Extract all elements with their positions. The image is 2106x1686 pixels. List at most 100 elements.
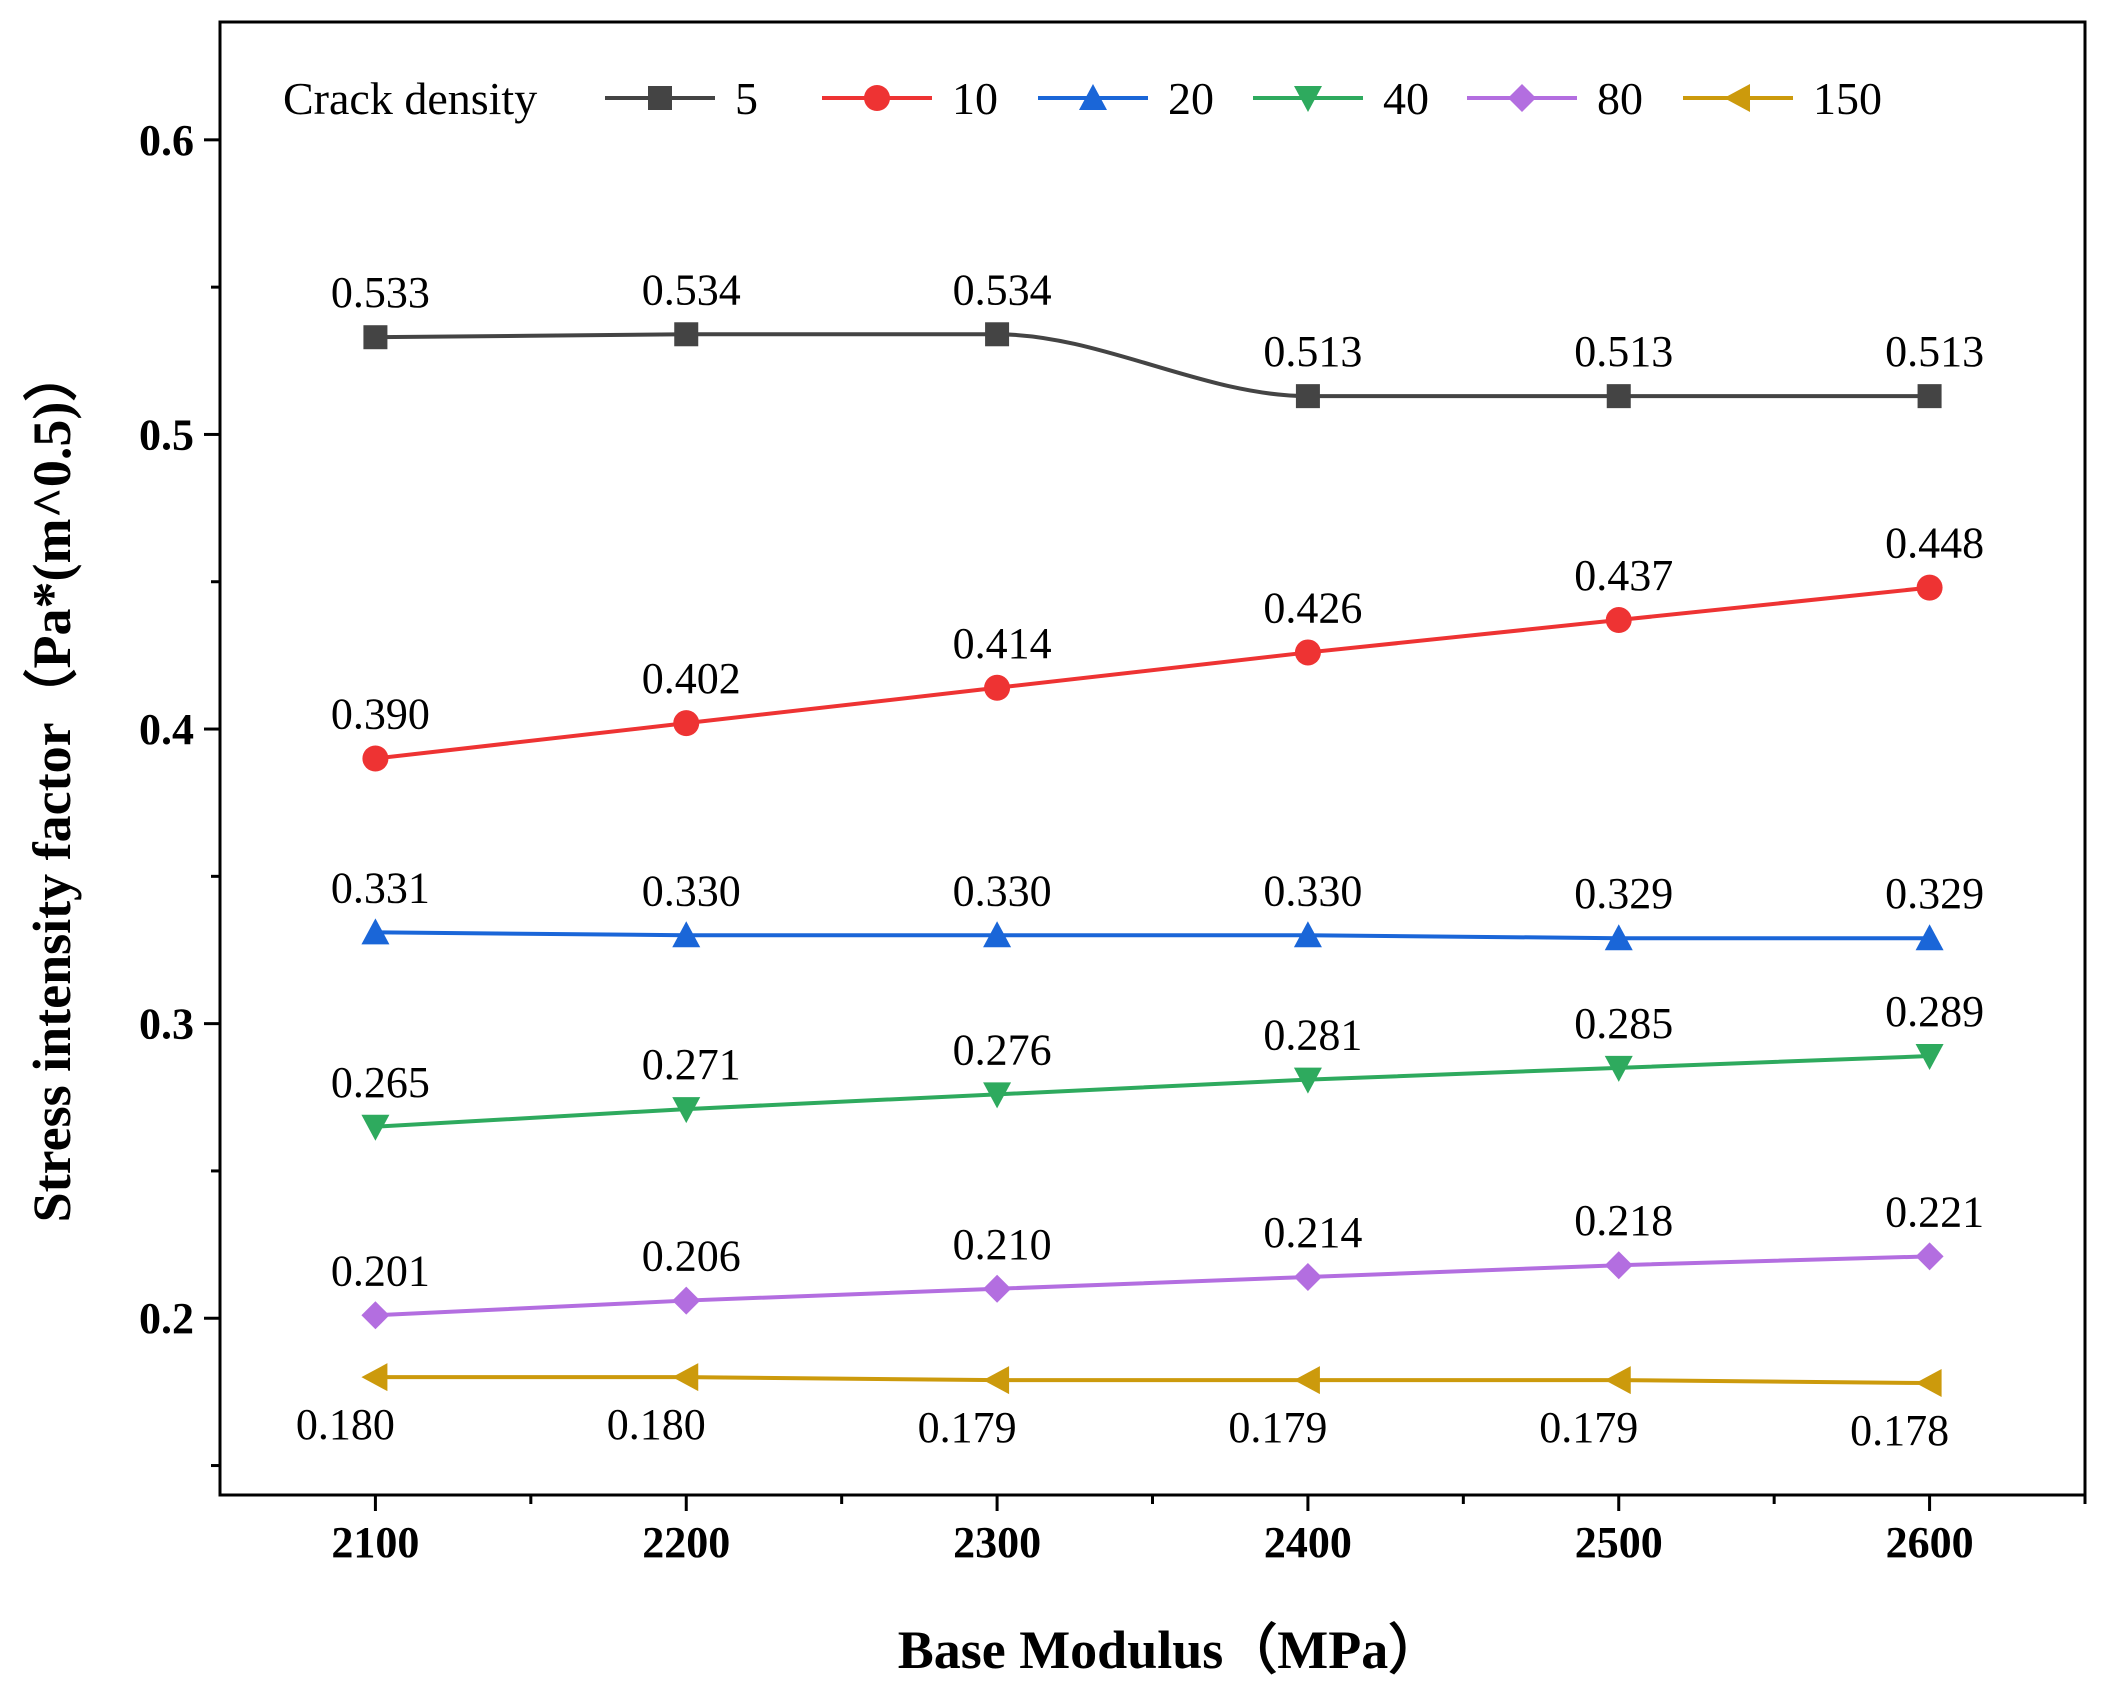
data-point [1604, 1251, 1633, 1280]
data-point [361, 1114, 390, 1141]
data-label: 0.180 [296, 1400, 395, 1449]
data-point [1604, 924, 1633, 951]
legend-marker [1724, 84, 1750, 112]
data-point [985, 322, 1010, 347]
data-point [1293, 1366, 1320, 1395]
data-label: 0.402 [642, 654, 741, 703]
data-label: 0.331 [331, 863, 430, 912]
data-label: 0.534 [642, 265, 741, 314]
data-label: 0.513 [1574, 327, 1673, 376]
data-point [674, 322, 699, 347]
legend-entry-80: 80 [1467, 73, 1643, 124]
legend-marker [1294, 86, 1322, 112]
plot-border [218, 20, 2087, 1497]
y-tick-label: 0.6 [139, 116, 194, 165]
legend-label: 5 [735, 73, 758, 124]
data-point [361, 918, 390, 945]
series-10: 0.390 0.402 0.414 0.426 0.437 0.448 [331, 519, 1984, 772]
data-label: 0.179 [1539, 1403, 1638, 1452]
data-point [1293, 1262, 1322, 1291]
y-tick-label: 0.3 [139, 1000, 194, 1049]
legend-marker [1508, 84, 1536, 112]
data-label: 0.329 [1574, 869, 1673, 918]
data-label: 0.414 [953, 619, 1052, 668]
data-label: 0.179 [918, 1403, 1017, 1452]
y-tick-label: 0.4 [139, 705, 194, 754]
x-tick-label: 2100 [331, 1518, 419, 1567]
legend-entry-20: 20 [1038, 73, 1214, 124]
data-point [362, 745, 389, 772]
series-line [375, 1254, 1930, 1318]
legend-entry-5: 5 [605, 73, 758, 124]
data-point [1295, 384, 1320, 409]
series-40: 0.265 0.271 0.276 0.281 0.285 0.289 [331, 987, 1984, 1141]
plot-frame [218, 20, 2087, 1497]
data-label: 0.533 [331, 268, 430, 317]
series-line [375, 1054, 1930, 1129]
data-label: 0.289 [1885, 987, 1984, 1036]
y-tick-label: 0.5 [139, 410, 194, 459]
data-label: 0.426 [1263, 583, 1362, 632]
series-20: 0.331 0.330 0.330 0.330 0.329 0.329 [331, 863, 1984, 951]
data-label: 0.285 [1574, 999, 1673, 1048]
data-label: 0.513 [1885, 327, 1984, 376]
x-tick-label: 2300 [953, 1518, 1041, 1567]
series-5: 0.533 0.534 0.534 0.513 0.513 0.513 [331, 265, 1984, 409]
data-point [983, 1366, 1010, 1395]
legend-label: 40 [1383, 73, 1429, 124]
series-layer: 0.533 0.534 0.534 0.513 0.513 0.513 0.390 0.402… [296, 265, 1984, 1455]
data-point [672, 1286, 701, 1315]
data-label: 0.218 [1574, 1196, 1673, 1245]
legend-marker [648, 86, 672, 110]
data-label: 0.201 [331, 1246, 430, 1295]
series-line [375, 930, 1930, 941]
data-point [672, 921, 701, 948]
data-point [1293, 1067, 1322, 1094]
data-point [672, 1363, 699, 1392]
data-point [363, 325, 388, 350]
data-point [1915, 1044, 1944, 1071]
legend-label: 80 [1597, 73, 1643, 124]
data-point [1294, 639, 1321, 666]
data-label: 0.221 [1885, 1187, 1984, 1236]
data-label: 0.179 [1228, 1403, 1327, 1452]
series-line [375, 585, 1930, 761]
data-point [983, 921, 1012, 948]
data-point [1605, 607, 1632, 634]
series-line [375, 332, 1930, 399]
data-point [673, 710, 700, 737]
legend-entry-40: 40 [1253, 73, 1429, 124]
legend-label: 150 [1813, 73, 1882, 124]
data-label: 0.281 [1263, 1011, 1362, 1060]
data-label: 0.330 [953, 866, 1052, 915]
x-axis-title: Base Modulus（MPa） [898, 1620, 1443, 1680]
x-tick-label: 2600 [1886, 1518, 1974, 1567]
legend-label: 10 [952, 73, 998, 124]
x-axis: 2100 2200 2300 2400 2500 2600 [331, 1495, 2087, 1567]
x-tick-label: 2400 [1264, 1518, 1352, 1567]
data-point [1604, 1055, 1633, 1082]
series-80: 0.201 0.206 0.210 0.214 0.218 0.221 [331, 1187, 1984, 1330]
data-label: 0.330 [642, 866, 741, 915]
data-label: 0.437 [1574, 551, 1673, 600]
data-point [1293, 921, 1322, 948]
data-label: 0.330 [1263, 866, 1362, 915]
data-point [983, 1082, 1012, 1109]
data-point [361, 1363, 388, 1392]
y-axis: 0.2 0.3 0.4 0.5 0.6 [139, 116, 220, 1468]
data-label: 0.271 [642, 1040, 741, 1089]
x-tick-label: 2500 [1575, 1518, 1663, 1567]
y-axis-title: Stress intensity factor（Pa*(m^0.5)） [22, 348, 82, 1223]
data-label: 0.210 [953, 1220, 1052, 1269]
y-tick-label: 0.2 [139, 1294, 194, 1343]
data-label: 0.214 [1263, 1208, 1362, 1257]
data-point [672, 1097, 701, 1124]
series-150: 0.180 0.180 0.179 0.179 0.179 0.178 [296, 1363, 1949, 1455]
data-label: 0.206 [642, 1232, 741, 1281]
legend: Crack density 5 10 20 40 80 150 [283, 73, 1882, 124]
data-point [984, 674, 1011, 701]
data-point [1916, 574, 1943, 601]
data-label: 0.513 [1263, 327, 1362, 376]
data-point [1915, 1242, 1944, 1271]
legend-marker [864, 85, 890, 111]
